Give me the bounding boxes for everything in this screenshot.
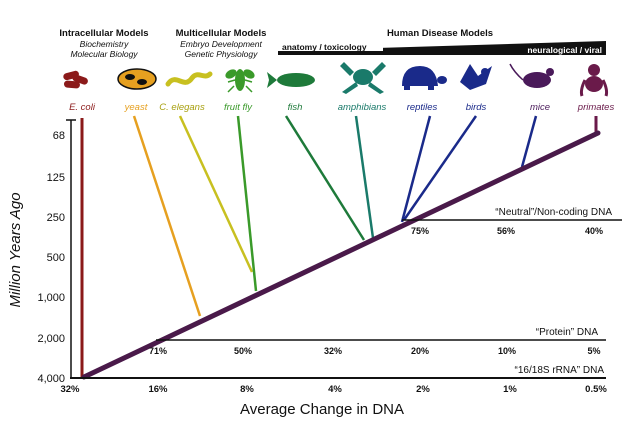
organism-label-fish: fish: [288, 102, 303, 113]
y-tick-500: 500: [47, 252, 65, 264]
x-tick-32: 32%: [60, 384, 80, 395]
protein-tick-71: 71%: [149, 346, 167, 356]
protein-tick-32: 32%: [324, 346, 342, 356]
y-tick-2000: 2,000: [37, 333, 65, 345]
header-intracellular-sub1: Biochemistry: [80, 39, 129, 49]
organism-label-amphibians: amphibians: [338, 102, 387, 113]
organism-label-fruit-fly: fruit fly: [224, 102, 253, 113]
header-intracellular-title: Intracellular Models: [59, 28, 148, 39]
bird-icon: [460, 64, 492, 90]
neutral-tick-75: 75%: [411, 226, 429, 236]
branch-c-elegans: [178, 115, 254, 273]
fly-icon: [225, 69, 255, 93]
y-axis: 68 125 250 500 1,000 2,000 4,000 Million…: [7, 119, 76, 385]
protein-tick-20: 20%: [411, 346, 429, 356]
y-tick-1000: 1,000: [37, 292, 65, 304]
rrna-dna-label: “16/18S rRNA” DNA: [515, 365, 605, 376]
organism-label-reptiles: reptiles: [407, 102, 438, 113]
organism-label-e-coli: E. coli: [69, 102, 96, 113]
neutral-dna-label: “Neutral”/Non-coding DNA: [495, 207, 612, 218]
organism-label-birds: birds: [466, 102, 487, 113]
protein-dna-label: “Protein” DNA: [536, 327, 599, 338]
x-axis: “16/18S rRNA” DNA 32% 16% 8% 4% 2% 1% 0.…: [60, 365, 607, 418]
header-multicellular: Multicellular Models Embryo Development …: [176, 28, 267, 59]
header-human: Human Disease Models anatomy / toxicolog…: [278, 28, 606, 55]
worm-icon: [165, 71, 213, 87]
header-human-title: Human Disease Models: [387, 28, 493, 39]
x-tick-8: 8%: [240, 384, 254, 395]
yeast-icon: [117, 68, 157, 90]
bacteria-icon: [63, 70, 88, 89]
y-axis-label: Million Years Ago: [7, 192, 24, 307]
header-intracellular: Intracellular Models Biochemistry Molecu…: [59, 28, 148, 59]
protein-tick-50: 50%: [234, 346, 252, 356]
mouse-icon: [509, 63, 554, 88]
y-tick-4000: 4,000: [37, 373, 65, 385]
y-tick-125: 125: [47, 172, 65, 184]
band-left-label: anatomy / toxicology: [282, 42, 367, 52]
gradient-band-left: [278, 41, 383, 51]
branch-reptiles: [400, 115, 432, 223]
y-tick-68: 68: [53, 130, 65, 142]
organism-labels: E. coli yeast C. elegans fruit fly fish …: [69, 102, 614, 113]
header-multicellular-title: Multicellular Models: [176, 28, 267, 39]
header-intracellular-sub2: Molecular Biology: [70, 49, 138, 59]
main-divergence-line: [81, 130, 601, 380]
turtle-icon: [402, 66, 447, 90]
organism-label-yeast: yeast: [124, 102, 148, 113]
neutral-tick-56: 56%: [497, 226, 515, 236]
x-tick-16: 16%: [148, 384, 168, 395]
branch-mice: [520, 115, 538, 168]
header-multicellular-sub1: Embryo Development: [180, 39, 262, 49]
protein-tick-5: 5%: [587, 346, 600, 356]
band-right-label: neuralogical / viral: [527, 45, 602, 55]
branch-fish: [284, 115, 366, 241]
organism-icons: [63, 62, 609, 97]
neutral-dna-scale: “Neutral”/Non-coding DNA 75% 56% 40%: [402, 207, 622, 236]
x-axis-label: Average Change in DNA: [240, 401, 404, 418]
protein-dna-scale: “Protein” DNA 71% 50% 32% 20% 10% 5%: [149, 327, 606, 356]
organism-label-c-elegans: C. elegans: [159, 102, 205, 113]
x-tick-0-5: 0.5%: [585, 384, 607, 395]
organism-label-primates: primates: [577, 102, 615, 113]
branch-birds: [402, 115, 478, 221]
primate-icon: [579, 64, 609, 97]
branch-lines: [80, 115, 598, 378]
frog-icon: [340, 62, 386, 94]
fish-icon: [267, 72, 315, 88]
gradient-band: [278, 41, 606, 55]
x-tick-1: 1%: [503, 384, 517, 395]
header-multicellular-sub2: Genetic Physiology: [185, 49, 259, 59]
y-tick-250: 250: [47, 212, 65, 224]
protein-tick-10: 10%: [498, 346, 516, 356]
branch-yeast: [132, 115, 202, 317]
x-tick-4: 4%: [328, 384, 342, 395]
branch-fruit-fly: [236, 115, 258, 292]
organism-label-mice: mice: [530, 102, 550, 113]
branch-amphibians: [354, 115, 375, 239]
x-tick-2: 2%: [416, 384, 430, 395]
neutral-tick-40: 40%: [585, 226, 603, 236]
